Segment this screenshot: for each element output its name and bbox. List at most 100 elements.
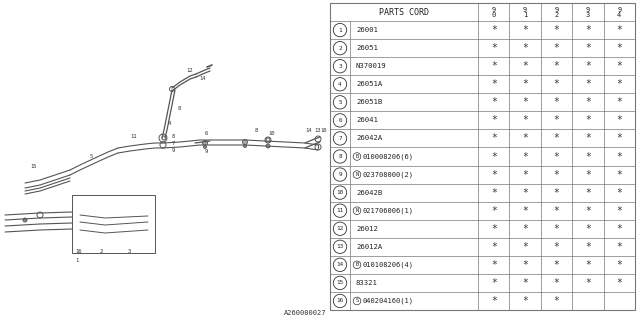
Circle shape bbox=[23, 218, 27, 222]
Text: *: * bbox=[491, 206, 497, 216]
Text: *: * bbox=[585, 206, 591, 216]
Text: *: * bbox=[491, 188, 497, 198]
Text: *: * bbox=[522, 133, 528, 143]
Text: 9: 9 bbox=[205, 149, 208, 154]
Text: 9: 9 bbox=[172, 148, 175, 153]
Text: *: * bbox=[491, 97, 497, 107]
Text: 4: 4 bbox=[168, 121, 172, 126]
Text: *: * bbox=[554, 206, 559, 216]
Text: 2: 2 bbox=[100, 249, 103, 254]
Text: 26001: 26001 bbox=[356, 27, 378, 33]
Text: 14: 14 bbox=[337, 262, 344, 267]
Text: N: N bbox=[355, 172, 358, 177]
Text: *: * bbox=[585, 116, 591, 125]
Text: 9: 9 bbox=[586, 6, 590, 12]
Text: *: * bbox=[522, 151, 528, 162]
Text: N370019: N370019 bbox=[356, 63, 387, 69]
Text: 010008206(6): 010008206(6) bbox=[362, 153, 413, 160]
Text: *: * bbox=[491, 79, 497, 89]
Text: 8: 8 bbox=[338, 154, 342, 159]
Text: *: * bbox=[585, 79, 591, 89]
Text: 13: 13 bbox=[337, 244, 344, 249]
Text: 1: 1 bbox=[523, 12, 527, 18]
Text: *: * bbox=[522, 296, 528, 306]
Text: *: * bbox=[522, 278, 528, 288]
Text: *: * bbox=[491, 242, 497, 252]
Text: *: * bbox=[616, 278, 622, 288]
Text: *: * bbox=[554, 278, 559, 288]
Text: *: * bbox=[522, 188, 528, 198]
Text: *: * bbox=[616, 25, 622, 35]
Text: 6: 6 bbox=[338, 118, 342, 123]
Text: 0: 0 bbox=[492, 12, 496, 18]
Text: *: * bbox=[616, 43, 622, 53]
Text: *: * bbox=[616, 170, 622, 180]
Text: *: * bbox=[585, 43, 591, 53]
Text: *: * bbox=[491, 133, 497, 143]
Text: 11: 11 bbox=[337, 208, 344, 213]
Text: *: * bbox=[585, 224, 591, 234]
Text: *: * bbox=[616, 116, 622, 125]
Text: *: * bbox=[616, 97, 622, 107]
Text: A260000027: A260000027 bbox=[284, 310, 326, 316]
Circle shape bbox=[243, 140, 248, 145]
Text: *: * bbox=[554, 133, 559, 143]
Text: 1: 1 bbox=[75, 258, 78, 263]
Text: 11: 11 bbox=[130, 134, 136, 139]
Text: *: * bbox=[585, 278, 591, 288]
Text: 021706006(1): 021706006(1) bbox=[362, 207, 413, 214]
Text: *: * bbox=[522, 61, 528, 71]
Text: *: * bbox=[522, 43, 528, 53]
Text: 83321: 83321 bbox=[356, 280, 378, 286]
Text: 9: 9 bbox=[338, 172, 342, 177]
Text: PARTS CORD: PARTS CORD bbox=[379, 8, 429, 17]
Text: *: * bbox=[585, 151, 591, 162]
Text: 26051A: 26051A bbox=[356, 81, 382, 87]
Text: *: * bbox=[491, 151, 497, 162]
Text: *: * bbox=[522, 242, 528, 252]
Text: 9: 9 bbox=[492, 6, 496, 12]
Text: *: * bbox=[616, 188, 622, 198]
Text: 5: 5 bbox=[90, 154, 93, 159]
Circle shape bbox=[266, 144, 270, 148]
Text: 7: 7 bbox=[338, 136, 342, 141]
Text: *: * bbox=[585, 170, 591, 180]
Text: *: * bbox=[554, 296, 559, 306]
Text: 10: 10 bbox=[337, 190, 344, 195]
Text: *: * bbox=[554, 151, 559, 162]
Text: 7: 7 bbox=[172, 141, 175, 146]
Text: *: * bbox=[522, 224, 528, 234]
Text: 26041: 26041 bbox=[356, 117, 378, 124]
Text: 10: 10 bbox=[320, 128, 326, 133]
Text: *: * bbox=[585, 260, 591, 270]
Text: *: * bbox=[522, 116, 528, 125]
Text: 9: 9 bbox=[617, 6, 621, 12]
Text: *: * bbox=[616, 242, 622, 252]
Text: 14: 14 bbox=[199, 76, 205, 81]
Text: *: * bbox=[491, 25, 497, 35]
Text: *: * bbox=[585, 97, 591, 107]
Text: *: * bbox=[554, 170, 559, 180]
Text: *: * bbox=[616, 206, 622, 216]
Text: *: * bbox=[585, 133, 591, 143]
Text: *: * bbox=[585, 242, 591, 252]
Text: *: * bbox=[522, 79, 528, 89]
Text: 4: 4 bbox=[338, 82, 342, 87]
Circle shape bbox=[204, 146, 207, 148]
Text: *: * bbox=[554, 79, 559, 89]
Text: 3: 3 bbox=[128, 249, 131, 254]
Text: 26051: 26051 bbox=[356, 45, 378, 51]
Text: 16: 16 bbox=[75, 249, 81, 254]
Text: 2: 2 bbox=[554, 12, 559, 18]
Text: 16: 16 bbox=[337, 299, 344, 303]
Text: 26012A: 26012A bbox=[356, 244, 382, 250]
Text: *: * bbox=[616, 151, 622, 162]
Text: *: * bbox=[491, 296, 497, 306]
Text: *: * bbox=[491, 43, 497, 53]
Text: *: * bbox=[616, 224, 622, 234]
Text: 3: 3 bbox=[586, 12, 590, 18]
Text: 5: 5 bbox=[338, 100, 342, 105]
Text: 15: 15 bbox=[337, 280, 344, 285]
Text: *: * bbox=[554, 188, 559, 198]
Text: *: * bbox=[522, 206, 528, 216]
